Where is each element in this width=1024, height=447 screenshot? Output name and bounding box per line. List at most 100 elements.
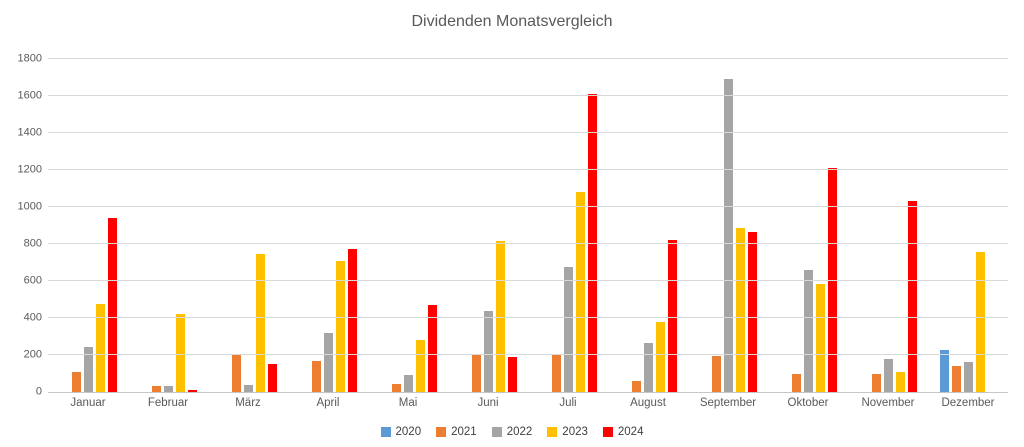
legend-label: 2024 bbox=[617, 426, 644, 438]
bar-2023 bbox=[575, 192, 585, 392]
bar-2022 bbox=[163, 386, 173, 392]
bar-2024 bbox=[347, 248, 357, 392]
bar-2023 bbox=[735, 228, 745, 392]
gridline bbox=[48, 58, 1008, 59]
plot-groups bbox=[48, 59, 1008, 392]
bar-2022 bbox=[803, 269, 813, 392]
bar-2020 bbox=[939, 350, 949, 392]
bar-2024 bbox=[667, 240, 677, 392]
bar-2021 bbox=[951, 366, 961, 392]
bar-2022 bbox=[883, 358, 893, 392]
gridline bbox=[48, 132, 1008, 133]
bar-2024 bbox=[907, 201, 917, 392]
gridline bbox=[48, 354, 1008, 356]
month-group bbox=[288, 59, 368, 392]
bar-2022 bbox=[723, 79, 733, 392]
legend-swatch bbox=[436, 427, 447, 437]
y-tick-label: 1600 bbox=[17, 89, 42, 102]
bar-2022 bbox=[243, 384, 253, 392]
legend-item-2020: 2020 bbox=[380, 426, 422, 438]
bar-2021 bbox=[71, 371, 81, 392]
bar-2021 bbox=[791, 373, 801, 392]
bar-2021 bbox=[711, 355, 721, 392]
legend-item-2021: 2021 bbox=[436, 426, 477, 438]
bar-2022 bbox=[963, 362, 973, 392]
month-group bbox=[928, 59, 1008, 392]
month-group bbox=[848, 59, 928, 392]
bar-2023 bbox=[95, 304, 105, 392]
y-tick-label: 600 bbox=[23, 274, 42, 287]
bar-2021 bbox=[151, 385, 161, 392]
bar-2024 bbox=[187, 390, 197, 392]
legend-item-2023: 2023 bbox=[547, 426, 588, 438]
legend-item-2024: 2024 bbox=[602, 426, 644, 438]
gridline bbox=[48, 169, 1008, 170]
bar-2021 bbox=[871, 373, 881, 392]
bar-2024 bbox=[507, 356, 517, 392]
gridline bbox=[48, 95, 1008, 97]
bar-2022 bbox=[323, 332, 333, 392]
bar-2021 bbox=[231, 354, 241, 392]
bar-2021 bbox=[391, 383, 401, 392]
bar-2023 bbox=[815, 283, 825, 392]
legend-label: 2022 bbox=[506, 426, 533, 438]
month-group bbox=[368, 59, 448, 392]
x-tick-label: August bbox=[630, 397, 666, 409]
legend-swatch bbox=[491, 427, 502, 437]
legend-label: 2023 bbox=[562, 426, 588, 438]
x-tick-label: November bbox=[861, 397, 915, 409]
gridline bbox=[48, 206, 1008, 207]
y-axis: 0 200 400 600 800 1000 1200 1400 1600 1800 bbox=[0, 53, 42, 397]
bar-2021 bbox=[311, 360, 321, 392]
x-tick-label: April bbox=[316, 397, 340, 409]
bar-2024 bbox=[267, 364, 277, 392]
y-tick-label: 200 bbox=[23, 348, 42, 361]
bar-2023 bbox=[495, 241, 505, 392]
gridline bbox=[48, 280, 1008, 281]
bar-2022 bbox=[83, 346, 93, 392]
x-tick-label: Februar bbox=[147, 397, 189, 409]
x-tick-label: Januar bbox=[70, 397, 106, 409]
legend-label: 2020 bbox=[395, 426, 422, 438]
month-group bbox=[128, 59, 208, 392]
bar-2022 bbox=[483, 310, 493, 392]
month-group bbox=[48, 59, 128, 392]
bar-2022 bbox=[403, 375, 413, 392]
x-tick-label: Mai bbox=[398, 397, 418, 409]
bar-2022 bbox=[563, 267, 573, 392]
y-tick-label: 1800 bbox=[17, 52, 42, 65]
bar-2023 bbox=[655, 321, 665, 392]
bar-2023 bbox=[175, 314, 185, 392]
month-group bbox=[608, 59, 688, 392]
x-tick-label: Juli bbox=[559, 397, 577, 409]
plot-area bbox=[48, 58, 1008, 393]
legend-swatch bbox=[547, 427, 558, 437]
bar-2023 bbox=[335, 260, 345, 392]
legend-label: 2021 bbox=[451, 426, 477, 438]
y-tick-label: 1200 bbox=[17, 163, 42, 176]
legend-item-2022: 2022 bbox=[491, 426, 533, 438]
y-tick-label: 400 bbox=[23, 311, 42, 324]
month-group bbox=[768, 59, 848, 392]
bar-2024 bbox=[107, 218, 117, 392]
gridline bbox=[48, 317, 1008, 319]
bar-2024 bbox=[427, 305, 437, 392]
x-tick-label: September bbox=[699, 397, 757, 409]
gridline bbox=[48, 243, 1008, 245]
month-group bbox=[688, 59, 768, 392]
x-tick-label: Oktober bbox=[787, 397, 829, 409]
month-group bbox=[208, 59, 288, 392]
bar-2023 bbox=[895, 371, 905, 392]
bar-2024 bbox=[747, 231, 757, 392]
legend-swatch bbox=[380, 427, 391, 437]
x-tick-label: März bbox=[235, 397, 261, 409]
bar-2021 bbox=[471, 355, 481, 392]
bar-2023 bbox=[255, 254, 265, 392]
y-tick-label: 800 bbox=[23, 237, 42, 250]
legend: 2020 2021 2022 2023 2024 bbox=[0, 426, 1024, 438]
bar-2022 bbox=[643, 342, 653, 392]
x-axis: Januar Februar März April Mai Juni Juli August S… bbox=[48, 397, 1008, 409]
y-tick-label: 1000 bbox=[17, 200, 42, 213]
x-tick-label: Juni bbox=[477, 397, 499, 409]
